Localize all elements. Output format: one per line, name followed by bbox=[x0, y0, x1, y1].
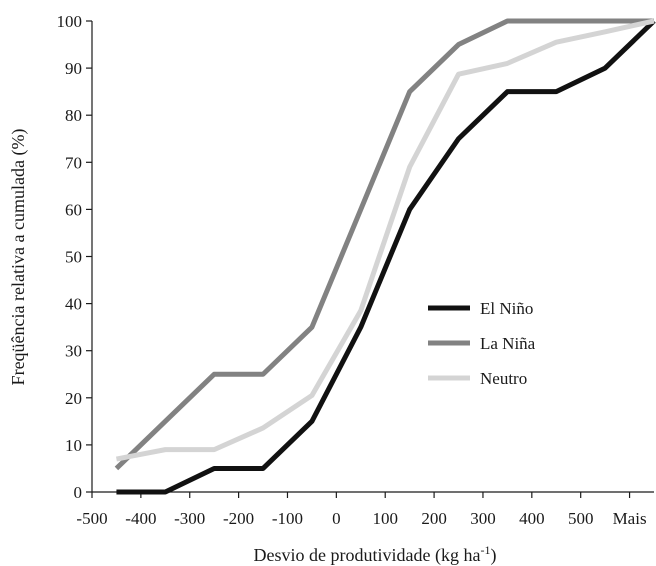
x-tick-label: -200 bbox=[223, 509, 254, 528]
x-tick-label: -400 bbox=[125, 509, 156, 528]
x-axis-title-exp: -1 bbox=[480, 543, 490, 557]
y-ticks: 0 10 20 30 40 50 60 70 80 90 100 bbox=[57, 12, 92, 502]
x-tick-label: -100 bbox=[272, 509, 303, 528]
series-lines bbox=[114, 18, 656, 495]
y-tick-label: 70 bbox=[65, 153, 82, 172]
series-line-neutro bbox=[115, 18, 655, 462]
series-line-el-nino bbox=[116, 19, 656, 495]
x-axis-title-close: ) bbox=[490, 545, 496, 566]
x-tick-label: 300 bbox=[470, 509, 496, 528]
x-tick-label: -300 bbox=[174, 509, 205, 528]
x-tick-label: 200 bbox=[421, 509, 447, 528]
y-tick-label: 10 bbox=[65, 436, 82, 455]
y-tick-label: 50 bbox=[65, 248, 82, 267]
axes bbox=[91, 21, 654, 493]
x-tick-label: 0 bbox=[332, 509, 341, 528]
legend-label-el-nino: El Niño bbox=[480, 299, 533, 318]
y-tick-label: 60 bbox=[65, 200, 82, 219]
x-tick-label: 500 bbox=[568, 509, 594, 528]
y-tick-label: 90 bbox=[65, 59, 82, 78]
series-line-la-nina bbox=[114, 18, 654, 471]
x-tick-label: Mais bbox=[613, 509, 647, 528]
x-axis-title: Desvio de produtividade (kg ha-1) bbox=[254, 543, 497, 566]
x-tick-label: -500 bbox=[76, 509, 107, 528]
y-tick-label: 0 bbox=[74, 483, 83, 502]
x-axis-title-main: Desvio de produtividade (kg ha bbox=[254, 545, 481, 566]
legend-label-neutro: Neutro bbox=[480, 369, 527, 388]
x-tick-label: 400 bbox=[519, 509, 545, 528]
y-tick-label: 40 bbox=[65, 295, 82, 314]
y-tick-label: 100 bbox=[57, 12, 83, 31]
legend: El Niño La Niña Neutro bbox=[428, 299, 536, 388]
x-ticks: -500 -400 -300 -200 -100 0 100 200 300 400 500 Mais bbox=[76, 492, 647, 528]
x-tick-label: 100 bbox=[372, 509, 398, 528]
y-axis-title: Freqüência relativa a cumulada (%) bbox=[8, 129, 29, 386]
y-tick-label: 20 bbox=[65, 389, 82, 408]
y-tick-label: 30 bbox=[65, 342, 82, 361]
y-tick-label: 80 bbox=[65, 106, 82, 125]
legend-label-la-nina: La Niña bbox=[480, 334, 536, 353]
